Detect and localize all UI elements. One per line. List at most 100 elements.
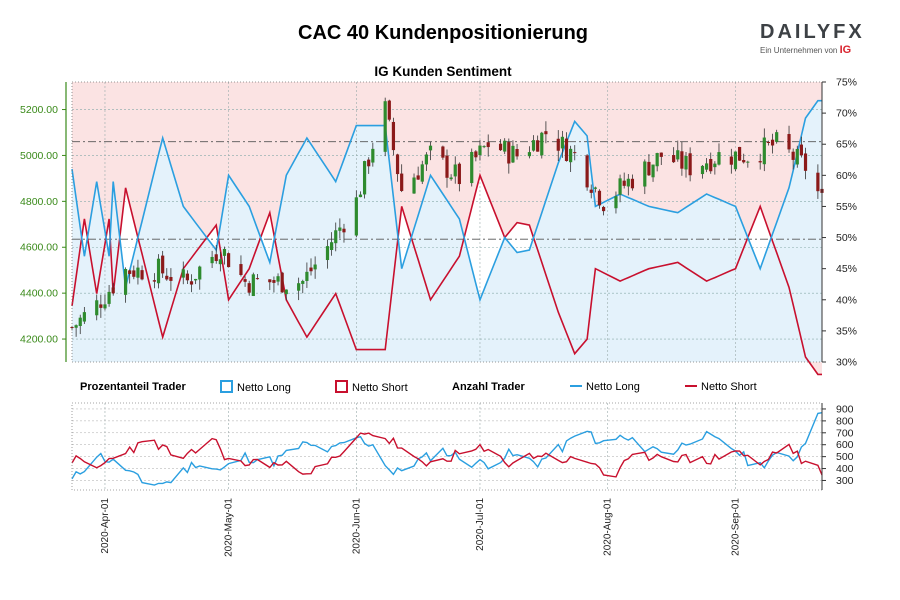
candle-body (795, 149, 799, 165)
candle (111, 282, 115, 296)
left-axis-label: 4600.00 (20, 242, 58, 254)
candle-body (758, 161, 762, 163)
candle (185, 270, 189, 284)
candle (643, 159, 647, 195)
candle-body (597, 190, 602, 206)
percent-long-line (71, 99, 822, 303)
candle (194, 278, 198, 285)
candle-body (161, 255, 165, 274)
candle-body (132, 270, 136, 277)
candle-body (803, 153, 808, 171)
candle (803, 147, 808, 180)
candle (647, 154, 651, 176)
candle (107, 284, 111, 307)
right-axis-label: 30% (836, 357, 857, 369)
candle-body (515, 149, 519, 157)
candle-body (395, 154, 400, 175)
candle-body (185, 273, 189, 281)
candle-body (255, 278, 260, 280)
candle (210, 250, 214, 269)
candle (527, 146, 532, 159)
long-area-fill (72, 100, 822, 362)
candle-body (358, 194, 363, 198)
candle (717, 143, 721, 166)
candle-body (498, 143, 503, 151)
candle-body (700, 165, 705, 175)
x-tick-label: 2020-Jul-01 (475, 498, 486, 551)
candle (709, 152, 713, 174)
candle (247, 280, 251, 296)
candle (132, 265, 136, 280)
candle (169, 268, 173, 291)
candle (416, 166, 420, 180)
candle (268, 279, 272, 291)
right-axis-label: 75% (836, 77, 857, 89)
candle (136, 259, 140, 285)
candle (391, 117, 396, 156)
candle (367, 157, 371, 174)
candle (309, 258, 313, 276)
candle-body (412, 177, 416, 194)
candle (569, 145, 573, 173)
candle-body (239, 264, 243, 275)
candle (688, 147, 692, 182)
candle (152, 273, 157, 289)
candle (358, 191, 363, 198)
candle-body (95, 300, 99, 316)
left-axis-label: 5000.00 (20, 150, 58, 162)
candle-body (486, 142, 490, 148)
candle (78, 314, 82, 335)
candle (251, 272, 255, 297)
candle-body (503, 140, 507, 152)
x-tick-label: 2020-Jun-01 (351, 498, 362, 555)
candle (573, 145, 577, 161)
candle (787, 125, 791, 153)
candle-body (478, 145, 482, 156)
candle (676, 140, 680, 162)
candle-body (222, 248, 227, 256)
candle-body (643, 161, 647, 187)
candle (507, 138, 511, 174)
legend-label-percent-long: Netto Long (237, 382, 291, 394)
page-title: CAC 40 Kundenpositionierung (298, 22, 588, 44)
candle-body (152, 280, 157, 282)
candle (362, 160, 367, 199)
candle-body (733, 151, 738, 170)
candle-body (78, 317, 82, 327)
candle-body (614, 196, 618, 209)
candle (737, 146, 742, 161)
candle (424, 152, 428, 171)
candle (383, 97, 387, 157)
candle-body (511, 145, 515, 163)
candle-body (226, 253, 231, 268)
candle (589, 184, 593, 199)
candle-body (457, 163, 461, 185)
candle-body (527, 152, 532, 157)
candle-body (449, 177, 453, 180)
main-panel (70, 81, 824, 376)
candle (412, 173, 416, 194)
candle (276, 273, 280, 286)
legend-group-percent-title: Prozentanteil Trader (80, 381, 186, 393)
candle (334, 222, 338, 252)
candle-body (742, 160, 746, 163)
candle (470, 148, 474, 187)
candle (189, 274, 194, 293)
candle-body (338, 227, 342, 231)
candle (564, 132, 569, 162)
candle-body (589, 189, 593, 193)
candle-body (791, 151, 795, 160)
candle-body (107, 291, 111, 304)
candle (700, 164, 705, 179)
candle (597, 189, 602, 209)
candle (74, 324, 78, 337)
legend-swatch-percent-short (335, 380, 348, 393)
candle-body (445, 155, 449, 178)
candle (651, 164, 655, 182)
candle (758, 153, 762, 170)
candle-body (746, 161, 750, 163)
candle-body (544, 131, 548, 135)
right-axis-label: 50% (836, 232, 857, 244)
candle (214, 245, 218, 264)
candle-body (354, 197, 358, 236)
